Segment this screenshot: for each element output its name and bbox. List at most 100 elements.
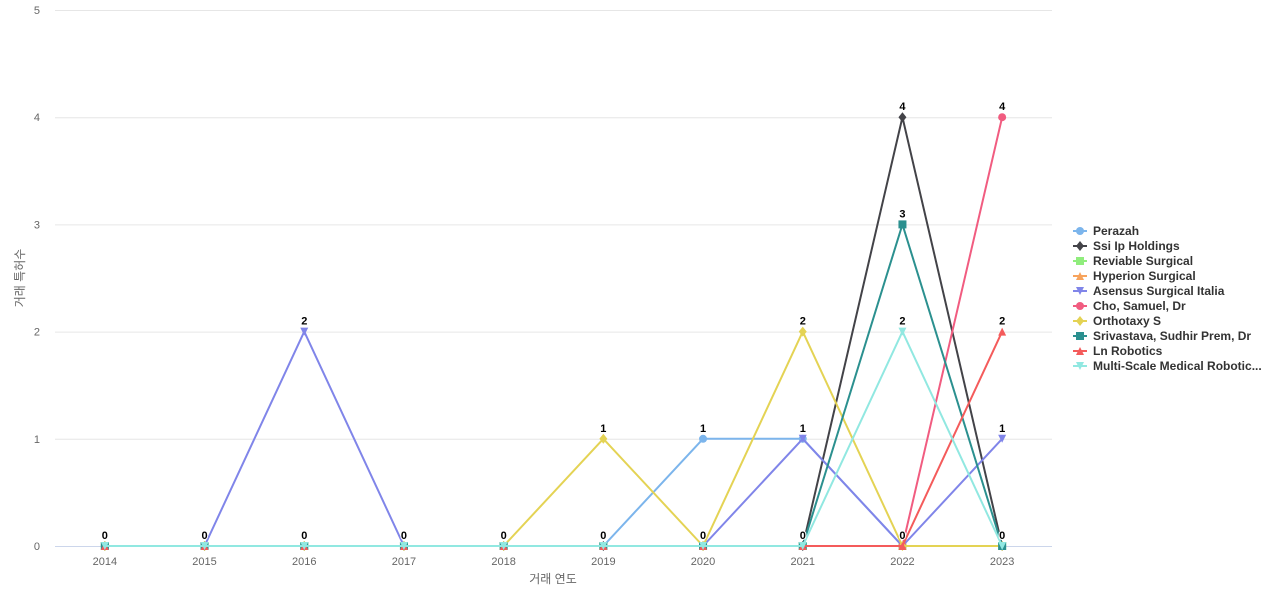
legend-label: Orthotaxy S bbox=[1093, 314, 1161, 328]
data-point bbox=[499, 542, 508, 550]
series-5 bbox=[100, 113, 1007, 550]
data-point bbox=[699, 434, 708, 443]
y-tick-label: 4 bbox=[34, 112, 40, 124]
legend-marker bbox=[1076, 332, 1084, 340]
x-tick-label: 2021 bbox=[791, 556, 815, 568]
data-label: 0 bbox=[600, 530, 606, 542]
legend-label: Srivastava, Sudhir Prem, Dr bbox=[1093, 329, 1251, 343]
legend-item[interactable]: Orthotaxy S bbox=[1073, 314, 1161, 328]
data-label: 0 bbox=[201, 530, 207, 542]
series-9 bbox=[100, 327, 1007, 550]
data-point bbox=[399, 542, 408, 550]
data-point bbox=[798, 542, 807, 550]
data-point bbox=[200, 542, 209, 550]
gridlines bbox=[55, 10, 1052, 440]
series-line bbox=[103, 330, 1004, 547]
x-tick-label: 2023 bbox=[990, 556, 1014, 568]
legend-item[interactable]: Reviable Surgical bbox=[1073, 254, 1193, 268]
legend-marker bbox=[1076, 302, 1084, 310]
data-label: 2 bbox=[999, 316, 1005, 328]
legend-label: Reviable Surgical bbox=[1093, 254, 1193, 268]
legend-label: Cho, Samuel, Dr bbox=[1093, 299, 1186, 313]
x-tick-label: 2022 bbox=[890, 556, 914, 568]
y-tick-label: 5 bbox=[34, 5, 40, 17]
data-label: 0 bbox=[401, 530, 407, 542]
series-lines bbox=[100, 112, 1007, 551]
legend-item[interactable]: Srivastava, Sudhir Prem, Dr bbox=[1073, 329, 1251, 343]
data-label: 0 bbox=[899, 530, 905, 542]
data-labels: 0 0 2 0 0 0 1 0 1 0 2 1 0 4 3 2 0 4 2 1 0 bbox=[101, 100, 1007, 543]
x-tick-label: 2017 bbox=[392, 556, 416, 568]
legend-marker bbox=[1076, 347, 1084, 355]
data-point bbox=[798, 326, 807, 337]
x-tick-label: 2020 bbox=[691, 556, 715, 568]
legend-marker bbox=[1076, 257, 1084, 265]
legend-item[interactable]: Perazah bbox=[1073, 224, 1139, 238]
data-label: 0 bbox=[301, 530, 307, 542]
data-label: 1 bbox=[999, 423, 1005, 435]
data-label: 1 bbox=[700, 423, 706, 435]
series-7 bbox=[100, 220, 1007, 550]
data-label: 2 bbox=[301, 316, 307, 328]
data-point bbox=[300, 542, 309, 550]
data-point bbox=[998, 327, 1007, 336]
legend-label: Hyperion Surgical bbox=[1093, 269, 1196, 283]
data-label: 1 bbox=[600, 423, 606, 435]
data-point bbox=[699, 542, 708, 550]
data-label: 0 bbox=[800, 530, 806, 542]
x-tick-label: 2018 bbox=[491, 556, 515, 568]
x-tick-label: 2019 bbox=[591, 556, 615, 568]
legend-marker bbox=[1076, 272, 1084, 280]
data-point bbox=[898, 220, 907, 229]
series-line bbox=[103, 116, 1004, 547]
legend-item[interactable]: Hyperion Surgical bbox=[1073, 269, 1196, 283]
data-label: 0 bbox=[501, 530, 507, 542]
legend-label: Asensus Surgical Italia bbox=[1093, 284, 1225, 298]
x-tick-label: 2015 bbox=[192, 556, 216, 568]
x-tick-label: 2014 bbox=[93, 556, 117, 568]
legend-marker bbox=[1076, 316, 1084, 326]
data-point bbox=[998, 113, 1007, 122]
y-axis-ticks: 0 1 2 3 4 5 bbox=[34, 5, 40, 553]
series-1 bbox=[100, 112, 1007, 551]
data-point bbox=[599, 542, 608, 550]
data-label: 2 bbox=[800, 316, 806, 328]
data-point bbox=[898, 542, 907, 550]
data-label: 4 bbox=[999, 101, 1006, 113]
data-point bbox=[898, 112, 907, 123]
data-point bbox=[998, 542, 1007, 550]
data-label: 4 bbox=[899, 101, 906, 113]
legend-item[interactable]: Ln Robotics bbox=[1073, 344, 1163, 358]
data-point bbox=[100, 542, 109, 550]
data-label: 0 bbox=[102, 530, 108, 542]
legend-label: Ssi Ip Holdings bbox=[1093, 239, 1180, 253]
legend-item[interactable]: Cho, Samuel, Dr bbox=[1073, 299, 1186, 313]
y-tick-label: 3 bbox=[34, 219, 40, 231]
y-axis-title: 거래 특허수 bbox=[13, 249, 27, 308]
legend-item[interactable]: Multi-Scale Medical Robotic... bbox=[1073, 359, 1262, 373]
data-label: 1 bbox=[800, 423, 806, 435]
legend-item[interactable]: Asensus Surgical Italia bbox=[1073, 284, 1225, 298]
series-line bbox=[103, 223, 1004, 547]
legend-label: Multi-Scale Medical Robotic... bbox=[1093, 359, 1262, 373]
y-tick-label: 0 bbox=[34, 541, 40, 553]
data-point bbox=[599, 433, 608, 444]
x-tick-label: 2016 bbox=[292, 556, 316, 568]
legend-marker bbox=[1076, 362, 1084, 370]
legend-marker bbox=[1076, 227, 1084, 235]
y-tick-label: 1 bbox=[34, 434, 40, 446]
legend-marker bbox=[1076, 287, 1084, 295]
legend-label: Perazah bbox=[1093, 224, 1139, 238]
data-label: 0 bbox=[700, 530, 706, 542]
legend-marker bbox=[1076, 241, 1084, 251]
legend-item[interactable]: Ssi Ip Holdings bbox=[1073, 239, 1180, 253]
legend-label: Ln Robotics bbox=[1093, 344, 1163, 358]
data-label: 2 bbox=[899, 316, 905, 328]
data-point bbox=[998, 434, 1007, 443]
data-point bbox=[300, 327, 309, 336]
x-axis-title: 거래 연도 bbox=[529, 572, 577, 586]
y-tick-label: 2 bbox=[34, 327, 40, 339]
